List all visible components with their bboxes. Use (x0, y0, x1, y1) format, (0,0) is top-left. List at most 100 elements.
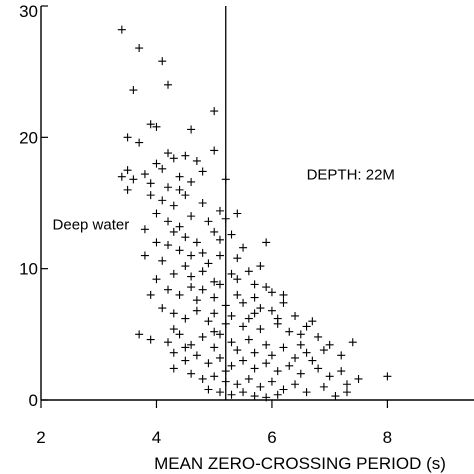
data-point (262, 283, 271, 292)
data-point (227, 361, 236, 370)
data-point (215, 388, 224, 397)
data-point (152, 159, 161, 168)
data-point (169, 201, 178, 210)
data-point (256, 382, 265, 391)
data-point (192, 351, 201, 360)
data-point (319, 346, 328, 355)
data-point (233, 346, 242, 355)
data-point (285, 361, 294, 370)
data-point (129, 175, 138, 184)
x-axis-title: MEAN ZERO-CROSSING PERIOD (s) (154, 454, 446, 473)
data-point (117, 25, 126, 34)
data-point (198, 248, 207, 257)
data-point (227, 230, 236, 239)
data-point (244, 335, 253, 344)
data-point (169, 348, 178, 357)
data-point (169, 325, 178, 334)
data-point (354, 374, 363, 383)
data-point (291, 353, 300, 362)
data-point (233, 254, 242, 263)
data-point (158, 196, 167, 205)
y-tick-label: 0 (29, 391, 38, 410)
data-point (135, 44, 144, 53)
y-tick-label: 20 (19, 128, 38, 147)
data-point (158, 256, 167, 265)
data-point (227, 311, 236, 320)
data-point (187, 283, 196, 292)
data-point (342, 388, 351, 397)
data-point (244, 267, 253, 276)
data-point (296, 340, 305, 349)
data-point (250, 392, 259, 401)
data-point (308, 356, 317, 365)
data-point (175, 330, 184, 339)
data-point (169, 154, 178, 163)
data-point (239, 243, 248, 252)
x-tick-label: 6 (267, 428, 276, 447)
data-point (181, 343, 190, 352)
data-point (279, 385, 288, 394)
data-point (198, 285, 207, 294)
y-tick-label: 30 (19, 2, 38, 21)
data-point (152, 122, 161, 131)
data-point (187, 340, 196, 349)
data-point (210, 343, 219, 352)
data-point (239, 388, 248, 397)
data-point (146, 290, 155, 299)
data-point (146, 120, 155, 129)
data-point (256, 325, 265, 334)
data-point (175, 222, 184, 231)
data-point (140, 225, 149, 234)
data-point (175, 290, 184, 299)
data-point (296, 330, 305, 339)
data-point (256, 304, 265, 313)
data-point (181, 356, 190, 365)
data-point (187, 369, 196, 378)
data-point (158, 304, 167, 313)
data-point (239, 322, 248, 331)
data-point (164, 149, 173, 158)
annotation-deep-water: Deep water (53, 216, 130, 233)
data-point (169, 364, 178, 373)
data-point (302, 348, 311, 357)
data-point (123, 185, 132, 194)
data-point (181, 191, 190, 200)
data-point (267, 288, 276, 297)
data-point (256, 262, 265, 271)
data-point (146, 335, 155, 344)
data-point (325, 372, 334, 381)
data-point (348, 338, 357, 347)
data-point (164, 241, 173, 250)
data-point (204, 259, 213, 268)
data-point (169, 309, 178, 318)
data-point (302, 322, 311, 331)
data-point (198, 332, 207, 341)
data-point (181, 151, 190, 160)
data-point (152, 238, 161, 247)
annotation-depth: DEPTH: 22M (307, 166, 395, 183)
data-point (169, 269, 178, 278)
data-point (152, 275, 161, 284)
data-point (279, 298, 288, 307)
data-point (279, 343, 288, 352)
data-point (152, 209, 161, 218)
data-point (291, 380, 300, 389)
data-point (273, 314, 282, 323)
data-point (342, 380, 351, 389)
data-point (267, 351, 276, 360)
data-point (262, 238, 271, 247)
data-point (233, 209, 242, 218)
data-point (135, 138, 144, 147)
data-point (262, 359, 271, 368)
data-point (198, 167, 207, 176)
data-point (250, 293, 259, 302)
data-point (244, 374, 253, 383)
data-point (227, 269, 236, 278)
data-point (244, 314, 253, 323)
data-point (123, 133, 132, 142)
data-point (210, 309, 219, 318)
data-point (319, 382, 328, 391)
x-tick-label: 8 (383, 428, 392, 447)
data-point (192, 296, 201, 305)
